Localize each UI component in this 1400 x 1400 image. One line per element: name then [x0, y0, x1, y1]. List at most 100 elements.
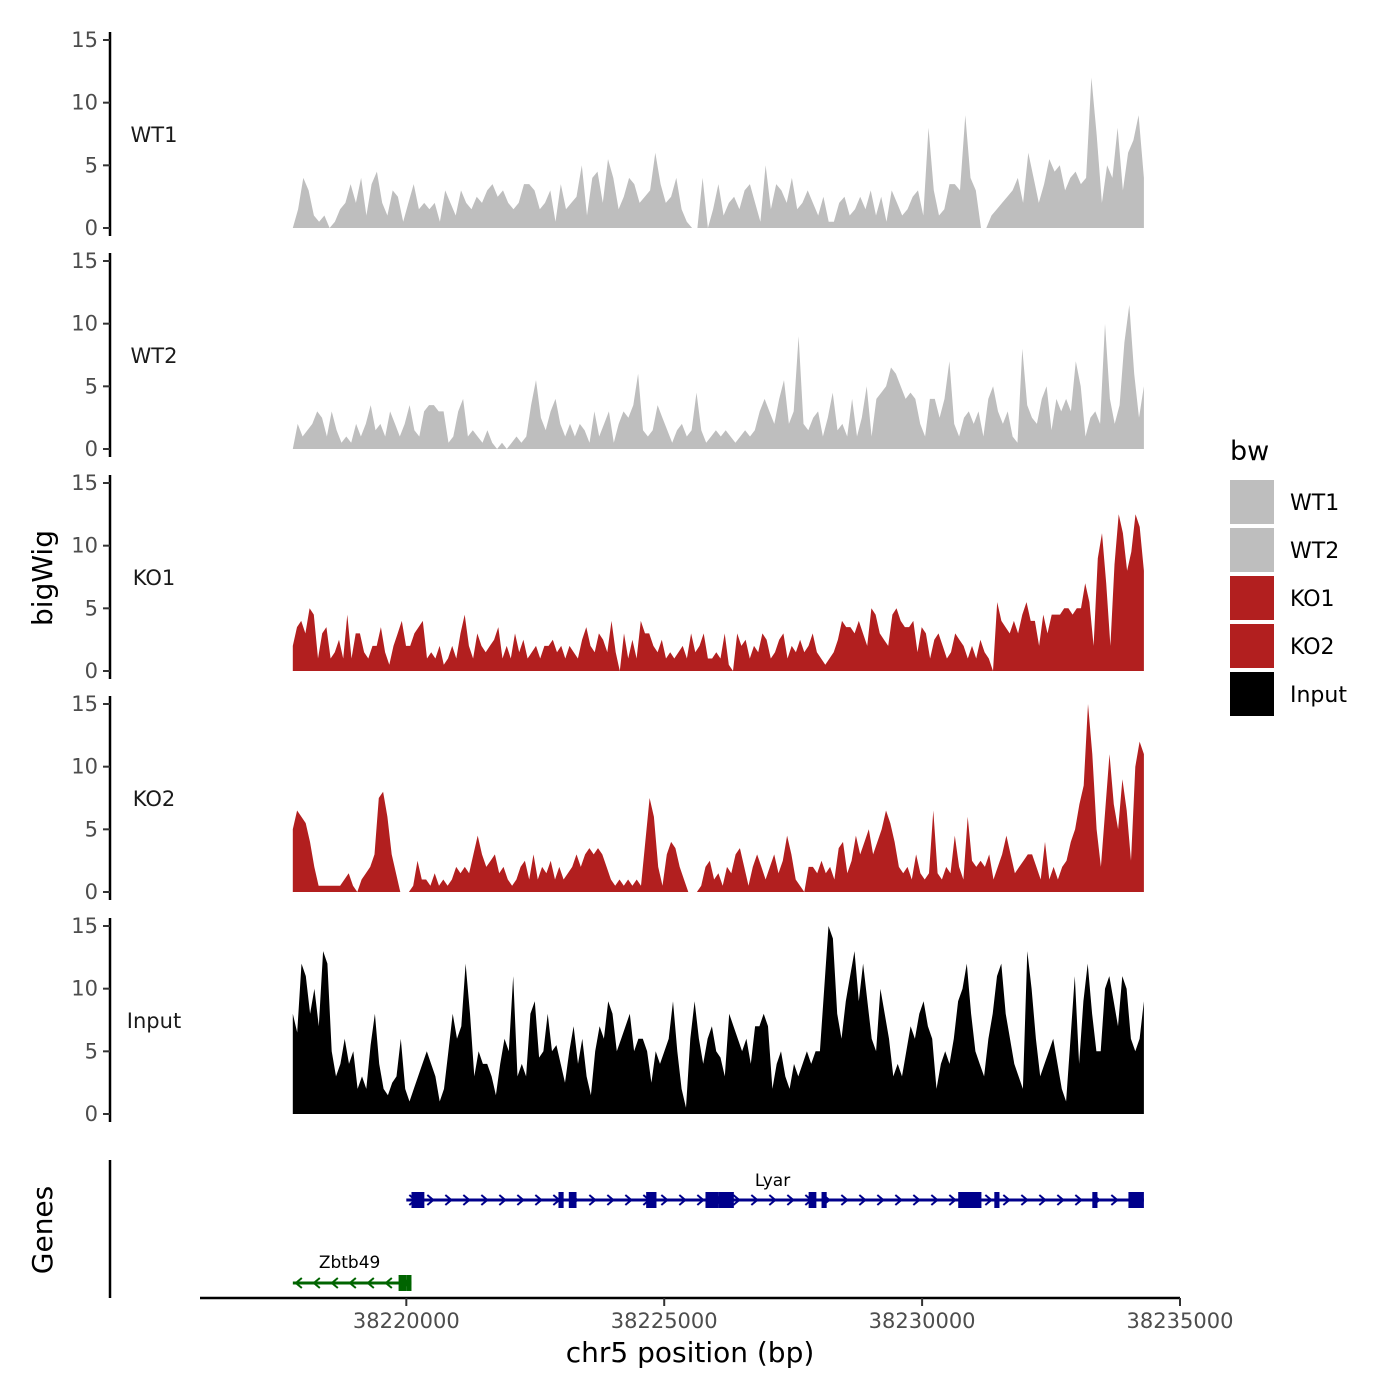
- strand-arrow: [498, 1194, 507, 1206]
- strand-arrow: [894, 1194, 903, 1206]
- strand-arrow: [384, 1277, 393, 1289]
- gene-label-lyar: Lyar: [755, 1171, 790, 1191]
- track-ko2: 0 5 10 15 KO2: [71, 692, 1144, 904]
- strand-arrow: [768, 1194, 777, 1206]
- track-label-ko1: KO1: [133, 566, 176, 590]
- exon: [646, 1192, 657, 1208]
- strand-arrow: [840, 1194, 849, 1206]
- legend-key-ko1: [1230, 576, 1274, 620]
- bigwig-tracks: 0 5 10 15 WT1 0 5 10 15 WT2 0 5 10 15 KO1 0 5 10 15 KO2 0 5 10…: [71, 28, 1144, 1126]
- y-tick-label: 0: [85, 437, 98, 461]
- strand-arrow: [534, 1194, 543, 1206]
- exon: [718, 1192, 734, 1208]
- track-label-wt1: WT1: [131, 123, 178, 147]
- y-tick-label: 5: [85, 1039, 98, 1063]
- track-label-input: Input: [127, 1009, 181, 1033]
- legend-key-wt2: [1230, 528, 1274, 572]
- strand-arrow: [606, 1194, 615, 1206]
- strand-arrow: [1038, 1194, 1047, 1206]
- legend-label-wt2: WT2: [1290, 539, 1339, 564]
- strand-arrow: [876, 1194, 885, 1206]
- gene-zbtb49: Zbtb49: [292, 1253, 412, 1291]
- track-ko1: 0 5 10 15 KO1: [71, 471, 1144, 683]
- strand-arrow: [660, 1194, 669, 1206]
- y-tick-label: 0: [85, 216, 98, 240]
- area-wt1: [292, 77, 1144, 228]
- strand-arrow: [930, 1194, 939, 1206]
- strand-arrow: [294, 1277, 303, 1289]
- y-tick-label: 10: [71, 91, 98, 115]
- strand-arrow: [462, 1194, 471, 1206]
- legend: bw WT1 WT2 KO1 KO2 Input: [1230, 436, 1347, 716]
- exon: [1092, 1192, 1098, 1208]
- legend-label-ko1: KO1: [1290, 587, 1335, 612]
- y-tick-label: 0: [85, 659, 98, 683]
- legend-key-input: [1230, 672, 1274, 716]
- strand-arrow: [1002, 1194, 1011, 1206]
- exon: [821, 1192, 827, 1208]
- strand-arrow: [366, 1277, 375, 1289]
- strand-arrow: [786, 1194, 795, 1206]
- exon: [994, 1192, 1000, 1208]
- track-label-ko2: KO2: [133, 787, 176, 811]
- y-tick-label: 15: [71, 28, 98, 52]
- track-wt2: 0 5 10 15 WT2: [71, 249, 1144, 461]
- gene-label-zbtb49: Zbtb49: [319, 1253, 381, 1273]
- strand-arrow: [480, 1194, 489, 1206]
- legend-label-ko2: KO2: [1290, 635, 1335, 660]
- strand-arrow: [858, 1194, 867, 1206]
- strand-arrow: [912, 1194, 921, 1206]
- gene-lyar: Lyar: [406, 1171, 1144, 1208]
- genes-axis-title: Genes: [26, 1186, 59, 1274]
- exon: [705, 1192, 719, 1208]
- legend-label-wt1: WT1: [1290, 491, 1339, 516]
- y-tick-label: 15: [71, 249, 98, 273]
- y-tick-label: 5: [85, 374, 98, 398]
- x-tick-label: 38220000: [353, 1309, 460, 1333]
- x-axis: 38220000 38225000 38230000 38235000: [200, 1296, 1234, 1333]
- exon: [958, 1192, 982, 1208]
- x-tick-label: 38235000: [1127, 1309, 1234, 1333]
- y-tick-label: 10: [71, 534, 98, 558]
- exon: [558, 1192, 564, 1208]
- strand-arrow: [1056, 1194, 1065, 1206]
- y-tick-label: 5: [85, 153, 98, 177]
- area-ko2: [292, 704, 1144, 892]
- legend-label-input: Input: [1290, 683, 1347, 708]
- strand-arrow: [1020, 1194, 1029, 1206]
- strand-arrow: [348, 1277, 357, 1289]
- y-tick-label: 10: [71, 755, 98, 779]
- track-label-wt2: WT2: [131, 344, 178, 368]
- y-tick-label: 15: [71, 471, 98, 495]
- strand-arrow: [444, 1194, 453, 1206]
- y-tick-label: 0: [85, 880, 98, 904]
- strand-arrow: [750, 1194, 759, 1206]
- y-tick-label: 15: [71, 692, 98, 716]
- y-tick-label: 5: [85, 817, 98, 841]
- exon: [411, 1192, 425, 1208]
- exon: [398, 1275, 407, 1291]
- strand-arrow: [678, 1194, 687, 1206]
- legend-title: bw: [1230, 436, 1269, 467]
- strand-arrow: [696, 1194, 705, 1206]
- strand-arrow: [948, 1194, 957, 1206]
- y-tick-label: 10: [71, 312, 98, 336]
- legend-key-wt1: [1230, 480, 1274, 524]
- area-wt2: [292, 304, 1144, 449]
- strand-arrow: [426, 1194, 435, 1206]
- genes-panel: Lyar Zbtb49: [108, 1160, 1144, 1298]
- strand-arrow: [330, 1277, 339, 1289]
- x-tick-label: 38225000: [611, 1309, 718, 1333]
- y-axis-title: bigWig: [26, 530, 59, 626]
- exon: [1128, 1192, 1144, 1208]
- x-tick-label: 38230000: [869, 1309, 976, 1333]
- strand-arrow: [312, 1277, 321, 1289]
- exon: [568, 1192, 577, 1208]
- strand-arrow: [516, 1194, 525, 1206]
- strand-arrow: [588, 1194, 597, 1206]
- track-wt1: 0 5 10 15 WT1: [71, 28, 1144, 240]
- strand-arrow: [1074, 1194, 1083, 1206]
- y-tick-label: 15: [71, 914, 98, 938]
- strand-arrow: [624, 1194, 633, 1206]
